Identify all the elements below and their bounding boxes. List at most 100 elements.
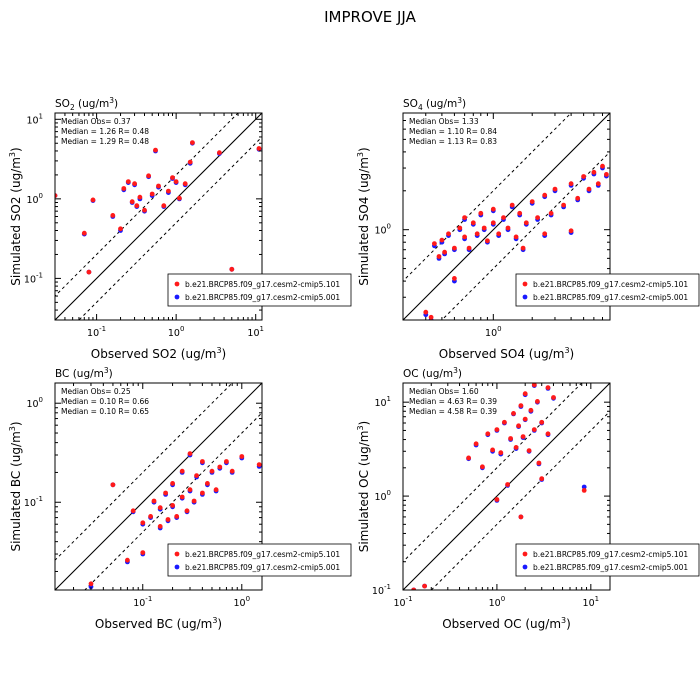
data-point bbox=[561, 202, 566, 208]
data-point bbox=[90, 197, 96, 203]
x-axis-label: Observed SO2 (ug/m3) bbox=[91, 346, 226, 361]
legend-label-001: b.e21.BRCP85.f09_g17.cesm2-cmip5.001 bbox=[533, 563, 688, 572]
data-point bbox=[256, 146, 262, 151]
y-tick-label: 10-1 bbox=[24, 495, 43, 509]
data-point bbox=[142, 207, 147, 213]
data-point bbox=[446, 231, 451, 237]
data-point bbox=[132, 181, 138, 187]
data-point bbox=[187, 159, 193, 165]
data-point bbox=[551, 395, 556, 400]
panel-oc: 10-1 100 101 10-1 100 101 OC (ug/m3) Observed O… bbox=[356, 366, 700, 631]
data-point bbox=[125, 179, 131, 185]
plot-area bbox=[403, 113, 610, 320]
data-point bbox=[575, 195, 581, 201]
y-tick-label: 100 bbox=[26, 396, 43, 410]
data-point bbox=[194, 473, 200, 478]
x-tick-label: 100 bbox=[168, 325, 185, 339]
legend-label-101: b.e21.BRCP85.f09_g17.cesm2-cmip5.101 bbox=[533, 280, 688, 289]
data-point bbox=[526, 448, 532, 453]
data-point bbox=[187, 451, 193, 456]
data-point bbox=[170, 503, 176, 508]
legend: b.e21.BRCP85.f09_g17.cesm2-cmip5.101 b.e2… bbox=[167, 273, 352, 307]
legend-label-101: b.e21.BRCP85.f09_g17.cesm2-cmip5.101 bbox=[185, 280, 340, 289]
data-point bbox=[535, 215, 540, 221]
data-point bbox=[146, 173, 152, 179]
data-point bbox=[474, 231, 480, 237]
data-point bbox=[581, 484, 587, 490]
data-point bbox=[156, 183, 161, 189]
data-point bbox=[513, 445, 519, 450]
data-point bbox=[548, 210, 554, 216]
data-point bbox=[439, 237, 445, 243]
data-point bbox=[523, 220, 529, 226]
x-tick-label: 101 bbox=[583, 595, 600, 609]
legend-marker-red bbox=[522, 551, 528, 557]
data-point bbox=[539, 419, 545, 425]
data-point bbox=[229, 266, 235, 272]
panel-title: SO2 (ug/m3) bbox=[55, 96, 118, 112]
data-point bbox=[517, 210, 523, 216]
data-point bbox=[153, 147, 158, 153]
legend-marker-blue bbox=[174, 564, 180, 570]
data-point bbox=[509, 202, 515, 208]
plot-frame bbox=[402, 112, 611, 321]
y-tick-label: 100 bbox=[374, 223, 391, 237]
data-point bbox=[462, 234, 467, 240]
data-point bbox=[528, 407, 534, 413]
legend-box bbox=[167, 273, 352, 307]
data-point bbox=[522, 391, 528, 397]
stat-model-101: Median = 4.58 R= 0.39 bbox=[409, 407, 497, 416]
data-point bbox=[187, 487, 193, 493]
data-point bbox=[200, 459, 205, 464]
data-point bbox=[581, 174, 586, 179]
data-point bbox=[457, 225, 463, 231]
data-point bbox=[423, 309, 429, 315]
legend-marker-blue bbox=[522, 294, 528, 300]
data-point bbox=[502, 419, 507, 425]
data-point bbox=[466, 455, 471, 461]
data-point bbox=[205, 481, 210, 486]
y-tick-label: 101 bbox=[26, 112, 43, 126]
data-point bbox=[129, 199, 135, 205]
data-point bbox=[490, 220, 496, 226]
data-point bbox=[125, 557, 130, 563]
data-point bbox=[470, 220, 476, 226]
data-point bbox=[545, 431, 551, 437]
series-red bbox=[88, 451, 262, 587]
legend-label-001: b.e21.BRCP85.f09_g17.cesm2-cmip5.001 bbox=[185, 293, 340, 302]
data-point bbox=[165, 517, 171, 522]
data-point bbox=[217, 464, 223, 470]
data-point bbox=[224, 459, 229, 464]
data-point bbox=[88, 581, 94, 587]
legend-label-001: b.e21.BRCP85.f09_g17.cesm2-cmip5.001 bbox=[185, 563, 340, 572]
ticks bbox=[402, 383, 610, 591]
data-point bbox=[177, 195, 182, 201]
data-point bbox=[200, 490, 205, 496]
legend-marker-red bbox=[522, 281, 528, 287]
legend-label-001: b.e21.BRCP85.f09_g17.cesm2-cmip5.001 bbox=[533, 293, 688, 302]
legend-box bbox=[167, 543, 352, 577]
legend: b.e21.BRCP85.f09_g17.cesm2-cmip5.101 b.e2… bbox=[167, 543, 352, 577]
y-tick-label: 100 bbox=[374, 489, 391, 503]
lower-factor2-line bbox=[84, 412, 262, 590]
y-tick-label: 100 bbox=[26, 192, 43, 206]
data-point bbox=[508, 436, 513, 441]
data-point bbox=[505, 482, 510, 487]
data-point bbox=[496, 231, 502, 237]
data-point bbox=[55, 193, 58, 198]
plot-area bbox=[55, 383, 262, 590]
panel-title: SO4 (ug/m3) bbox=[403, 96, 466, 112]
x-tick-label: 10-1 bbox=[87, 325, 106, 339]
data-point bbox=[490, 206, 496, 212]
data-point bbox=[86, 269, 92, 275]
stat-model-101: Median = 0.10 R= 0.65 bbox=[61, 407, 149, 416]
data-point bbox=[174, 514, 180, 519]
legend-marker-blue bbox=[522, 564, 528, 570]
series-red bbox=[411, 383, 587, 590]
data-point bbox=[110, 482, 116, 488]
data-point bbox=[190, 140, 195, 146]
y-axis-label: Simulated SO2 (ug/m3) bbox=[8, 147, 23, 285]
data-point bbox=[452, 245, 457, 251]
data-point bbox=[494, 427, 500, 432]
data-point bbox=[539, 476, 545, 482]
